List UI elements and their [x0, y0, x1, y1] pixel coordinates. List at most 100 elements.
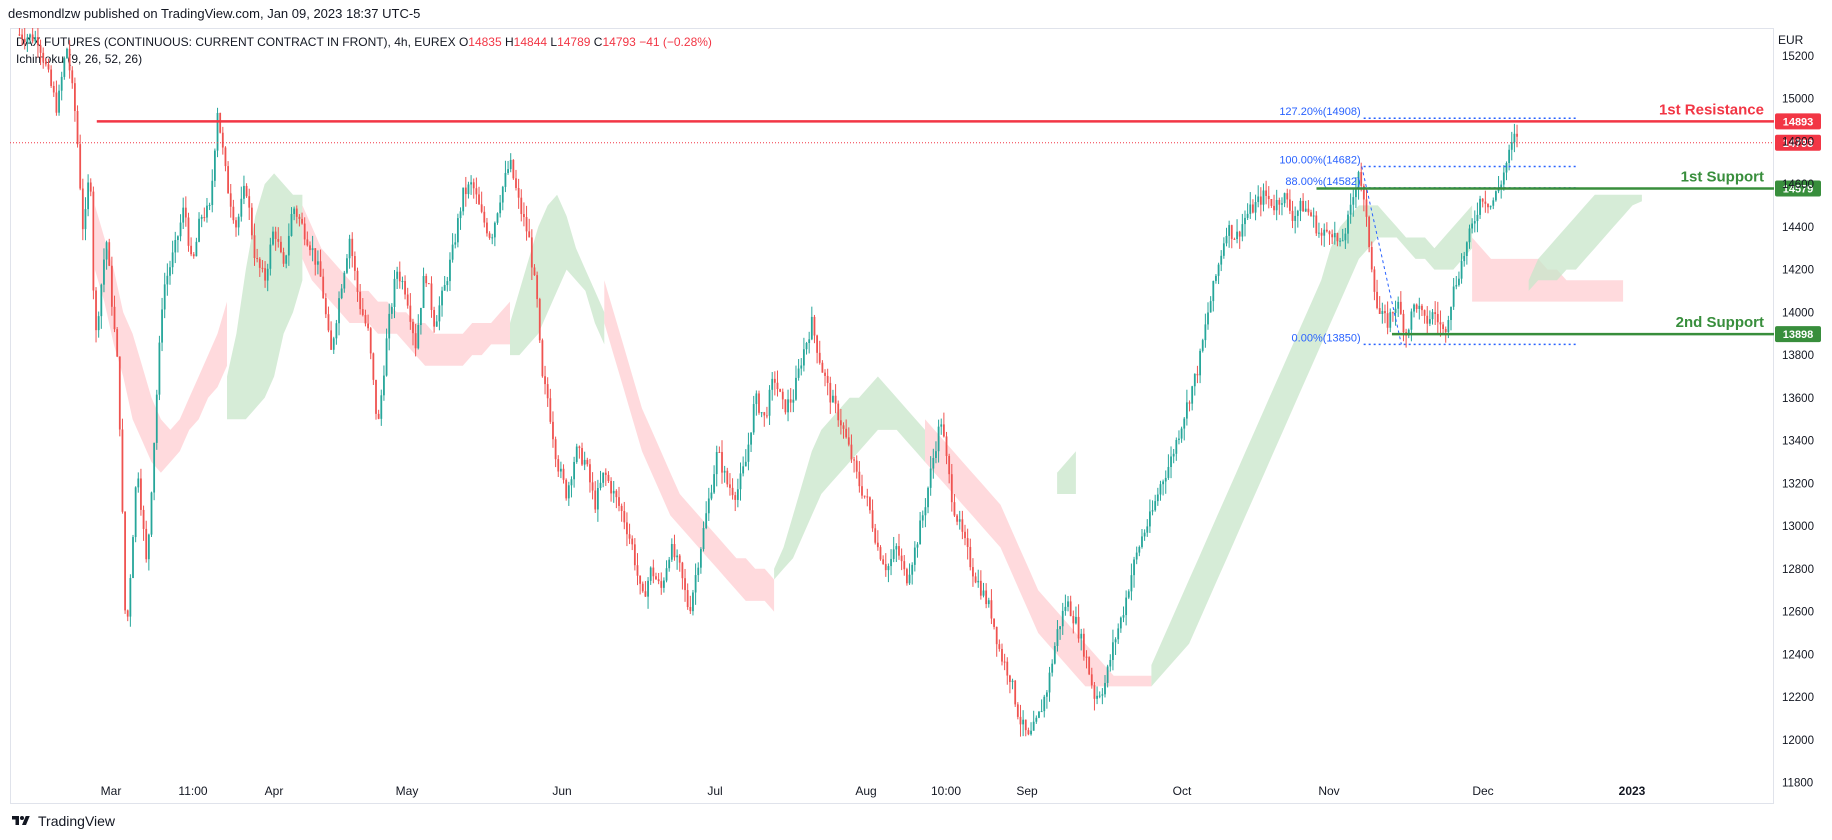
candle	[330, 321, 333, 350]
candle-body	[1193, 373, 1196, 387]
candle-body	[380, 395, 383, 419]
candle	[322, 268, 325, 299]
candle	[132, 534, 134, 579]
candle-body	[63, 58, 66, 77]
candle-body	[752, 404, 755, 433]
candle-body	[1122, 615, 1125, 618]
candle	[581, 442, 583, 467]
candle-body	[1212, 280, 1215, 302]
candle-body	[145, 528, 148, 560]
candle	[1201, 338, 1204, 353]
candle	[1064, 594, 1067, 616]
legend-symbol[interactable]: DAX FUTURES (CONTINUOUS: CURRENT CONTRAC…	[16, 35, 456, 49]
candle-body	[713, 474, 715, 493]
candle-body	[744, 461, 747, 467]
candle	[766, 406, 768, 419]
candle	[84, 197, 87, 241]
candle-body	[398, 271, 401, 282]
level-badge-text: 14579	[1783, 184, 1814, 196]
candle-body	[1019, 716, 1022, 725]
candle	[1209, 296, 1212, 313]
candle-body	[1014, 680, 1017, 705]
candle	[525, 205, 528, 241]
candle	[438, 296, 441, 331]
candle-body	[235, 220, 237, 228]
candle-body	[1257, 196, 1260, 203]
candle	[290, 207, 293, 237]
candle-body	[272, 231, 274, 245]
chart-frame	[10, 28, 1774, 804]
candle	[1138, 545, 1141, 557]
candle	[729, 473, 731, 496]
candle-body	[327, 314, 330, 331]
candle	[633, 538, 636, 571]
fib-label-1: 100.00%(14682)	[1279, 155, 1360, 167]
candle-body	[789, 399, 792, 403]
candle	[221, 126, 224, 155]
candle-body	[221, 132, 224, 148]
candle	[533, 264, 536, 276]
candle	[206, 197, 208, 223]
candle-body	[1117, 628, 1120, 640]
candle	[583, 451, 586, 471]
candle-body	[1418, 305, 1421, 309]
candle-body	[520, 197, 523, 215]
candle	[567, 481, 570, 506]
candle-body	[610, 481, 612, 494]
candle-body	[256, 257, 259, 259]
candle	[150, 491, 153, 538]
candle	[911, 562, 914, 585]
candle-body	[52, 85, 55, 93]
candle	[591, 472, 594, 500]
candle-body	[845, 428, 848, 438]
candle	[367, 314, 369, 331]
candle	[1389, 308, 1392, 333]
candle	[1119, 616, 1122, 633]
candle	[314, 248, 317, 276]
candle-body	[824, 372, 826, 376]
candle	[1006, 657, 1009, 685]
candle-body	[1318, 232, 1320, 234]
candle-body	[525, 217, 528, 232]
candle-body	[100, 284, 103, 317]
candle-body	[1006, 661, 1009, 676]
candle	[158, 335, 161, 401]
candle-body	[747, 444, 750, 462]
ichimoku-cloud-3	[510, 194, 605, 356]
candle	[1333, 221, 1336, 245]
candle-body	[332, 338, 335, 350]
candle	[1288, 189, 1291, 215]
candle	[422, 267, 425, 309]
candle-body	[55, 92, 58, 113]
candle-body	[116, 329, 119, 357]
candle	[1442, 321, 1444, 335]
candle	[240, 186, 243, 222]
candle-body	[1399, 301, 1402, 314]
candle	[142, 505, 145, 541]
candle	[935, 441, 937, 464]
candle-body	[346, 258, 348, 273]
candle-body	[863, 495, 866, 497]
candle-body	[1228, 225, 1231, 236]
candle-body	[676, 555, 679, 558]
candle-body	[736, 489, 739, 500]
candle	[995, 626, 998, 657]
candle-body	[110, 265, 113, 307]
candle	[398, 261, 401, 289]
legend-low: 14789	[557, 35, 591, 49]
candle	[1413, 303, 1415, 318]
candle-body	[1090, 674, 1093, 686]
candle-body	[1495, 191, 1497, 201]
candle-body	[1421, 305, 1423, 311]
candle-body	[538, 299, 541, 341]
candle	[578, 445, 581, 459]
legend-indicator[interactable]: Ichimoku (9, 26, 52, 26)	[16, 52, 143, 66]
candle-body	[1278, 200, 1281, 205]
candle	[1310, 209, 1312, 217]
candle	[332, 336, 335, 354]
candle-body	[779, 389, 782, 392]
candle-body	[340, 288, 343, 299]
candle	[797, 359, 800, 381]
candle-body	[309, 245, 311, 251]
